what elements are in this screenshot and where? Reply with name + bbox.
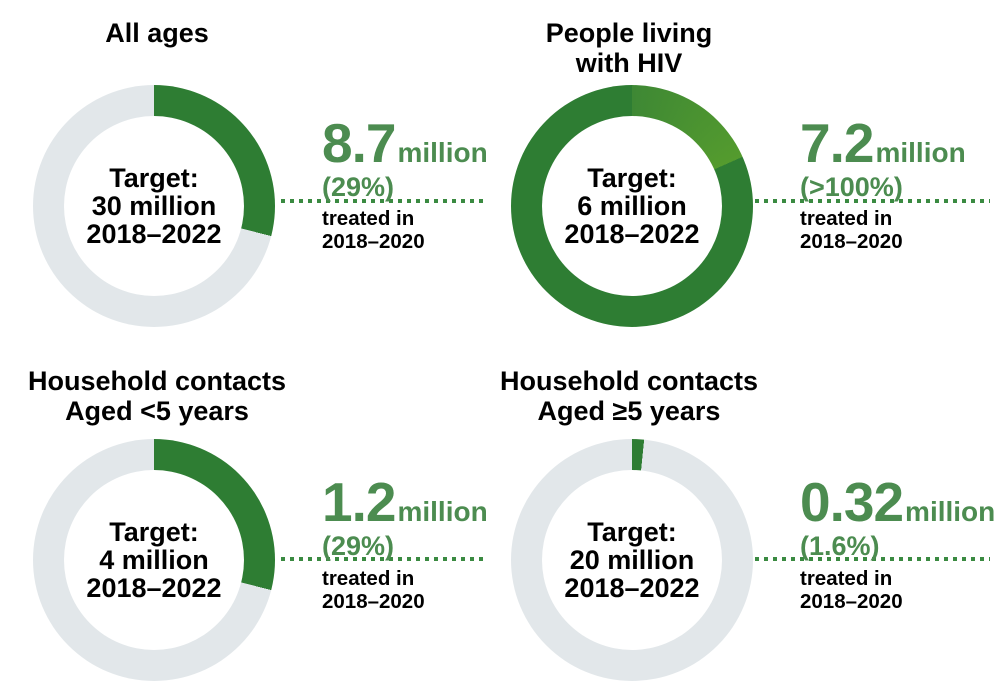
panel-all-ages: All ages Target: 30 million 2018–2022 8.… (0, 0, 500, 348)
panel-household-contacts-under-5: Household contacts Aged <5 years Target:… (0, 348, 500, 696)
treated-caption-line: treated in (322, 207, 415, 230)
panel-title-line: Household contacts (499, 366, 759, 396)
donut-chart-household-contacts-under-5: Target: 4 million 2018–2022 (33, 439, 275, 681)
target-period: 2018–2022 (86, 219, 222, 249)
target-period: 2018–2022 (564, 573, 700, 603)
treated-value: 0.32 (800, 471, 904, 533)
treated-caption: treated in 2018–2020 (322, 567, 425, 613)
treated-value: 1.2 (322, 471, 396, 533)
treated-caption: treated in 2018–2020 (800, 567, 903, 613)
donut-chart-all-ages: Target: 30 million 2018–2022 (33, 85, 275, 327)
donut-center-label: Target: 6 million 2018–2022 (511, 85, 753, 327)
treated-unit: million (875, 137, 966, 168)
treated-unit: million (397, 137, 488, 168)
target-amount: 4 million (99, 545, 209, 575)
panel-people-living-with-hiv: People living with HIV Target: 6 million… (500, 0, 1000, 348)
treated-unit: million (905, 496, 996, 527)
donut-center-label: Target: 30 million 2018–2022 (33, 85, 275, 327)
panel-title-line: Aged <5 years (65, 396, 249, 426)
value-line: 1.2 million (322, 471, 488, 533)
panel-title: People living with HIV (459, 18, 799, 78)
target-amount: 20 million (569, 545, 695, 575)
panel-title: Household contacts Aged ≥5 years (459, 366, 799, 426)
donut-center-label: Target: 4 million 2018–2022 (33, 439, 275, 681)
percent-of-target: (>100%) (800, 172, 903, 202)
target-amount: 6 million (577, 191, 687, 221)
panel-title-line: All ages (105, 18, 209, 48)
treated-caption-line: 2018–2020 (322, 589, 425, 613)
treated-caption-line: treated in (800, 207, 893, 230)
dotted-leader-line (281, 557, 488, 561)
target-label: Target: (109, 163, 199, 193)
treated-value: 7.2 (800, 112, 874, 174)
panel-title-line: People living (545, 18, 713, 48)
target-period: 2018–2022 (564, 219, 700, 249)
panel-household-contacts-5-and-over: Household contacts Aged ≥5 years Target:… (500, 348, 1000, 696)
target-label: Target: (109, 517, 199, 547)
panel-title-line: Household contacts (27, 366, 287, 396)
value-annotation: 0.32 million (1.6%) (800, 471, 996, 561)
panel-title: All ages (0, 18, 327, 48)
percent-of-target: (29%) (322, 531, 395, 561)
value-line: 7.2 million (800, 112, 966, 174)
percent-of-target: (1.6%) (800, 531, 880, 561)
target-period: 2018–2022 (86, 573, 222, 603)
percent-of-target: (29%) (322, 172, 395, 202)
dotted-leader-line (755, 557, 990, 561)
dotted-leader-line (755, 199, 990, 203)
target-label: Target: (587, 517, 677, 547)
treated-caption-line: 2018–2020 (322, 229, 425, 253)
treated-caption-line: treated in (800, 567, 893, 590)
panel-title: Household contacts Aged <5 years (0, 366, 327, 426)
treated-caption-line: 2018–2020 (800, 589, 903, 613)
treated-caption-line: 2018–2020 (800, 229, 903, 253)
target-amount: 30 million (91, 191, 217, 221)
treated-caption: treated in 2018–2020 (800, 207, 903, 253)
value-annotation: 1.2 million (29%) (322, 471, 488, 561)
donut-chart-household-contacts-5-and-over: Target: 20 million 2018–2022 (511, 439, 753, 681)
treated-caption: treated in 2018–2020 (322, 207, 425, 253)
treated-caption-line: treated in (322, 567, 415, 590)
value-annotation: 7.2 million (>100%) (800, 112, 966, 202)
panel-title-line: Aged ≥5 years (537, 396, 721, 426)
panel-title-line: with HIV (575, 48, 683, 78)
dotted-leader-line (281, 199, 488, 203)
value-annotation: 8.7 million (29%) (322, 112, 488, 202)
target-label: Target: (587, 163, 677, 193)
value-line: 0.32 million (800, 471, 996, 533)
donut-chart-people-living-with-hiv: Target: 6 million 2018–2022 (511, 85, 753, 327)
treated-value: 8.7 (322, 112, 396, 174)
treated-unit: million (397, 496, 488, 527)
value-line: 8.7 million (322, 112, 488, 174)
donut-center-label: Target: 20 million 2018–2022 (511, 439, 753, 681)
